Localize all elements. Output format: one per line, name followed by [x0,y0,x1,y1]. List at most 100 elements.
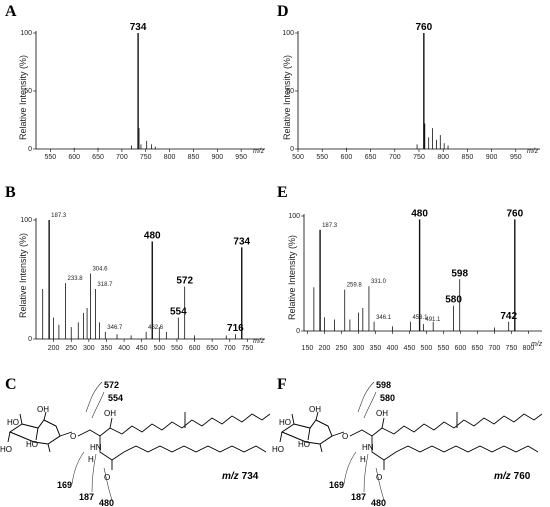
frag-572-c: 572 [104,380,119,390]
atom-ho-1: HO [7,418,19,427]
x-tick-label-e-700: 700 [489,345,501,352]
x-tick-label-e-250: 250 [336,345,348,352]
peak-label-e-18: 742 [500,311,517,322]
ylabel-d: Relative Intensity (%) [282,55,292,140]
y-tick-label-e-0: 0 [296,328,300,335]
y-tick-label-a-100: 100 [20,30,32,37]
atom-hn-f: HN [362,443,374,452]
frag-187-f: 187 [351,492,366,502]
x-tick-label-e-300: 300 [353,345,365,352]
x-tick-label-b-750: 750 [242,345,254,352]
x-tick-label-a-850: 850 [188,154,200,161]
atom-h: H [88,455,94,464]
atom-o-carb-f: O [376,473,382,482]
atom-ho-2-f: HO [272,445,284,454]
ylabel-b: Relative Intensity (%) [18,233,28,318]
x-tick-label-b-700: 700 [224,345,236,352]
x-tick-label-e-800: 800 [523,345,535,352]
x-tick-label-a-800: 800 [164,154,176,161]
peak-label-b-9: 304.6 [92,267,108,273]
peak-label-d-0: 760 [415,22,432,33]
peak-label-e-16: 598 [451,268,468,279]
x-tick-label-b-650: 650 [206,345,218,352]
peak-label-b-12: 346.7 [107,325,123,331]
x-tick-label-b-450: 450 [136,345,148,352]
peak-label-e-19: 760 [506,208,523,219]
peak-label-b-15: 462.6 [148,325,164,331]
x-tick-label-d-550: 550 [316,154,328,161]
frag-580-f: 580 [380,393,395,403]
peak-label-e-1: 187.3 [322,223,338,229]
x-tick-label-b-400: 400 [118,345,130,352]
atom-h-f: H [360,455,366,464]
peak-label-b-19: 554 [170,307,187,318]
peak-label-b-16: 480 [144,230,161,241]
peak-label-a-0: 734 [130,22,147,33]
peak-label-e-13: 491.1 [425,317,441,323]
frag-598-f: 598 [376,380,391,390]
frag-480-f: 480 [371,498,386,507]
x-tick-label-e-600: 600 [455,345,467,352]
mz-value-c: 734 [242,471,259,482]
mz-prefix-c: m/z [222,471,239,482]
y-tick-label-e-100: 100 [288,213,300,220]
panel-label-f: F [277,376,287,393]
peak-label-b-4: 233.8 [68,276,84,282]
x-tick-label-b-250: 250 [65,345,77,352]
x-tick-label-d-800: 800 [437,154,449,161]
xunit-e: m/z [531,341,543,348]
peak-label-b-1: 187.3 [51,213,67,219]
x-tick-label-e-350: 350 [370,345,382,352]
panel-label-a: A [5,3,17,20]
mz-label-c: m/z 734 [222,471,259,482]
peak-label-e-8: 331.0 [371,279,387,285]
peak-label-b-24: 734 [233,236,250,247]
x-tick-label-d-750: 750 [413,154,425,161]
ylabel-a: Relative Intensity (%) [18,55,28,140]
panel-label-c: C [5,376,17,393]
mz-label-f: m/z 760 [494,471,531,482]
x-tick-label-a-950: 950 [235,154,247,161]
x-tick-label-b-350: 350 [101,345,113,352]
structure-c: HO HO HO OH O OH HN H O 572 554 169 187 … [0,380,271,507]
peak-label-e-9: 346.1 [376,315,392,321]
atom-ho-3: HO [26,440,38,449]
mz-prefix-f: m/z [494,471,511,482]
atom-o-carb: O [104,473,110,482]
x-tick-label-d-900: 900 [486,154,498,161]
peak-label-e-12: 480 [411,208,428,219]
x-tick-label-e-650: 650 [472,345,484,352]
frag-187-c: 187 [79,492,94,502]
x-tick-label-b-200: 200 [48,345,60,352]
atom-oh-1-f: OH [309,405,321,414]
x-tick-label-b-550: 550 [171,345,183,352]
chart-layer: 550 600 650 700 750 800 850 900 950 0 50 100 734 200 2… [20,22,542,352]
x-tick-label-d-500: 500 [292,154,304,161]
frag-169-c: 169 [57,480,72,490]
x-tick-label-b-600: 600 [189,345,201,352]
atom-oh-2-f: OH [376,409,388,418]
x-tick-label-e-200: 200 [319,345,331,352]
frag-169-f: 169 [329,480,344,490]
panel-label-d: D [277,3,289,20]
structure-f: HO HO HO OH O OH HN H O 598 580 169 187 … [272,380,543,507]
x-tick-label-b-500: 500 [153,345,165,352]
atom-o-link-f: O [342,432,348,441]
peak-label-b-20: 572 [176,276,193,287]
y-tick-label-d-0: 0 [290,146,294,153]
frag-554-c: 554 [108,393,123,403]
mz-value-f: 760 [514,471,531,482]
panel-label-e: E [277,184,288,201]
x-tick-label-a-750: 750 [140,154,152,161]
atom-hn: HN [90,443,102,452]
x-tick-label-e-150: 150 [302,345,314,352]
y-tick-label-a-50: 50 [24,88,32,95]
y-tick-label-d-100: 100 [282,30,294,37]
x-tick-label-a-550: 550 [44,154,56,161]
x-tick-label-a-650: 650 [92,154,104,161]
x-tick-label-d-600: 600 [341,154,353,161]
x-tick-label-e-750: 750 [506,345,518,352]
xunit-b: m/z [253,338,265,345]
x-tick-label-d-700: 700 [389,154,401,161]
x-tick-label-e-550: 550 [438,345,450,352]
